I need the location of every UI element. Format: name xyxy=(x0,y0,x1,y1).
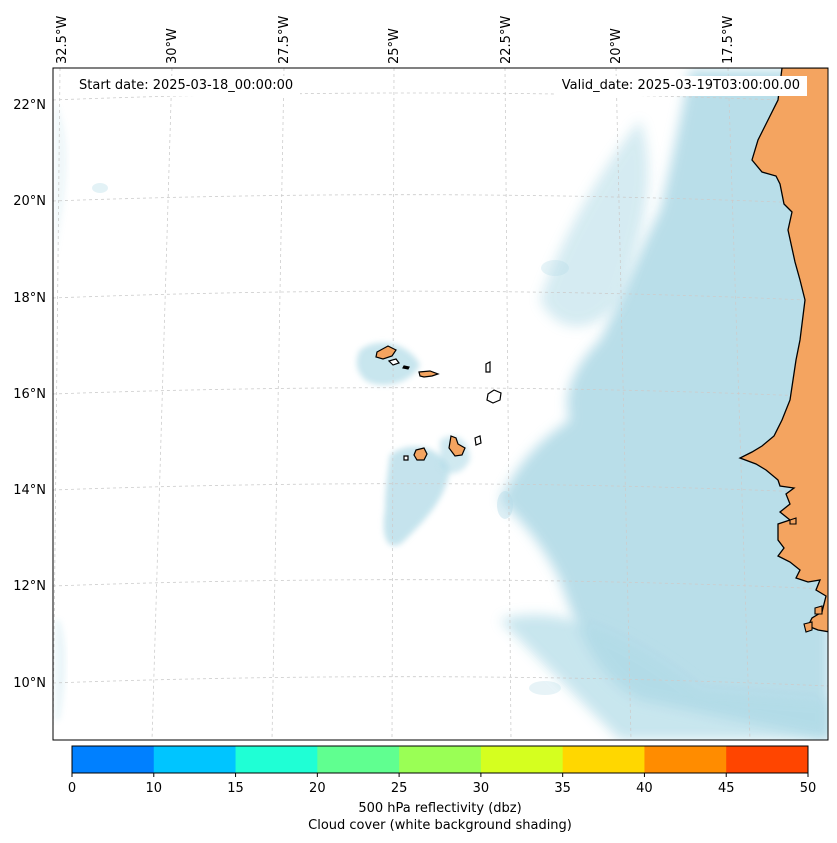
island-santiago xyxy=(448,435,466,457)
lon-label-17.5w: 17.5°W xyxy=(721,15,736,64)
valid-date-label: Valid_date: 2025-03-19T03:00:00.00 xyxy=(554,76,807,96)
parallel-12n xyxy=(53,579,828,590)
parallel-18n xyxy=(53,290,828,302)
parallel-20n xyxy=(53,194,828,205)
colorbar-tick-label-7: 40 xyxy=(636,781,653,796)
lat-label-18n: 18°N xyxy=(13,291,46,306)
island-fogo xyxy=(413,447,428,461)
bissagos-islands xyxy=(789,517,823,633)
lat-label-22n: 22°N xyxy=(13,98,46,113)
meridian-17.5w xyxy=(727,68,751,740)
colorbar-tick-label-3: 20 xyxy=(309,781,326,796)
colorbar-tick-label-9: 50 xyxy=(799,781,817,796)
lon-label-20w: 20°W xyxy=(609,28,624,64)
cape-verde-islands xyxy=(375,345,502,461)
cloud-wisp-small-2 xyxy=(541,260,569,276)
colorbar-block-7 xyxy=(644,746,727,773)
cloud-band-main xyxy=(500,70,828,740)
cloud-wisp-small-1 xyxy=(92,183,108,193)
islet-2 xyxy=(803,621,813,633)
colorbar-tick-label-8: 45 xyxy=(717,781,735,796)
island-santo-antao xyxy=(375,345,397,360)
lat-label-12n: 12°N xyxy=(13,579,46,594)
parallel-22n xyxy=(53,92,828,103)
cloud-patch-islands xyxy=(383,446,450,546)
cloud-wisp-small-4 xyxy=(497,491,513,519)
island-boa-vista xyxy=(486,389,502,404)
parallel-14n xyxy=(53,483,828,494)
meridian-22.5w xyxy=(504,68,512,740)
colorbar-block-4 xyxy=(399,746,482,773)
island-sal xyxy=(485,361,491,373)
colorbar-block-5 xyxy=(480,746,564,773)
colorbar-label-cloud-cover: Cloud cover (white background shading) xyxy=(308,818,572,833)
lon-label-22.5w: 22.5°W xyxy=(499,15,514,64)
lon-label-32.5w: 32.5°W xyxy=(55,15,70,64)
islet-3 xyxy=(789,517,797,525)
island-brava xyxy=(403,455,409,461)
cloud-patch-north-islands xyxy=(356,342,420,385)
lat-label-14n: 14°N xyxy=(13,483,46,498)
lat-label-16n: 16°N xyxy=(13,387,46,402)
island-santa-luzia xyxy=(402,365,410,370)
island-sao-vicente xyxy=(387,358,400,366)
parallel-16n xyxy=(53,387,828,398)
start-date-label: Start date: 2025-03-18_00:00:00 xyxy=(72,76,301,96)
lon-label-30w: 30°W xyxy=(165,28,180,64)
africa-landmass xyxy=(738,68,828,633)
islet-1 xyxy=(814,605,823,615)
colorbar xyxy=(71,745,809,777)
lat-label-20n: 20°N xyxy=(13,194,46,209)
colorbar-block-0 xyxy=(72,746,155,773)
meridian-32.5w xyxy=(53,68,61,740)
colorbar-tick-label-6: 35 xyxy=(554,781,571,796)
parallel-10n xyxy=(53,676,828,687)
colorbar-tick-label-4: 25 xyxy=(390,781,408,796)
colorbar-block-1 xyxy=(153,746,237,773)
meridian-25w xyxy=(391,68,395,740)
lon-label-27.5w: 27.5°W xyxy=(277,15,292,64)
colorbar-block-3 xyxy=(317,746,400,773)
colorbar-frame xyxy=(71,745,809,774)
colorbar-block-8 xyxy=(726,746,809,773)
meridian-27.5w xyxy=(271,68,285,740)
colorbar-tick-label-5: 30 xyxy=(472,781,490,796)
colorbar-tick-label-0: 0 xyxy=(67,781,77,796)
map-frame xyxy=(52,67,829,741)
lon-label-25w: 25°W xyxy=(387,28,402,64)
colorbar-block-6 xyxy=(562,746,645,773)
cloud-band-west xyxy=(540,120,649,327)
colorbar-label-reflectivity: 500 hPa reflectivity (dbz) xyxy=(358,801,522,816)
cloud-wisp-small-3 xyxy=(529,681,561,695)
colorbar-block-2 xyxy=(235,746,318,773)
cloud-south-arm xyxy=(500,614,828,740)
lat-label-10n: 10°N xyxy=(13,676,46,691)
colorbar-tick-label-1: 10 xyxy=(145,781,163,796)
meridian-30w xyxy=(151,68,173,740)
cloud-wisp-southwest xyxy=(55,620,66,720)
cloud-cover-shading xyxy=(55,70,828,740)
meridian-20w xyxy=(615,68,632,740)
colorbar-tick-label-2: 15 xyxy=(227,781,244,796)
island-maio xyxy=(474,435,482,446)
graticule xyxy=(53,68,828,740)
island-sao-nicolau xyxy=(418,370,440,378)
